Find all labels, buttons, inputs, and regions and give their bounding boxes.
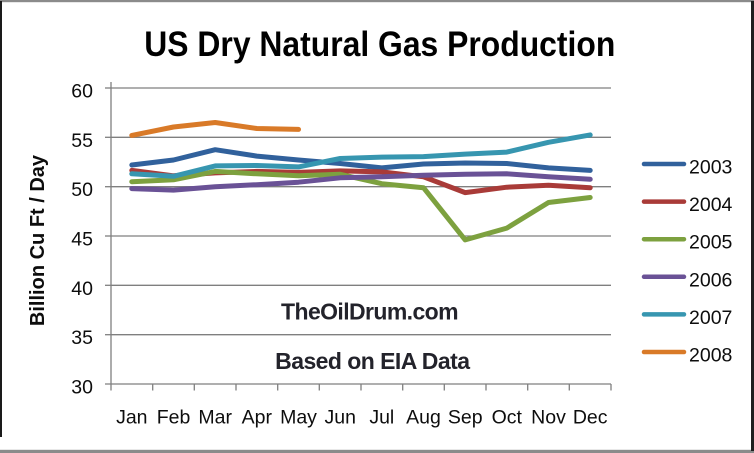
svg-text:Mar: Mar [198,407,232,429]
svg-text:2007: 2007 [689,307,732,329]
svg-text:Aug: Aug [406,407,441,429]
svg-text:US Dry Natural Gas Production: US Dry Natural Gas Production [144,24,615,64]
svg-text:TheOilDrum.com: TheOilDrum.com [281,299,458,325]
svg-text:2004: 2004 [689,194,733,216]
svg-text:Jul: Jul [369,407,394,429]
svg-text:Based on EIA Data: Based on EIA Data [275,348,470,374]
svg-text:Nov: Nov [531,407,566,429]
svg-text:40: 40 [71,278,93,300]
svg-text:2003: 2003 [689,157,732,179]
svg-text:Jan: Jan [116,407,147,429]
svg-text:30: 30 [71,377,93,399]
svg-text:2005: 2005 [689,232,733,254]
svg-text:2006: 2006 [689,269,732,291]
svg-text:Feb: Feb [157,407,191,429]
svg-text:Apr: Apr [242,407,273,429]
svg-text:2008: 2008 [689,345,732,367]
svg-text:Dec: Dec [573,407,608,429]
svg-text:55: 55 [71,130,93,152]
svg-text:45: 45 [71,229,93,251]
svg-text:Sep: Sep [448,407,483,429]
svg-text:35: 35 [71,327,93,349]
svg-text:50: 50 [71,179,93,201]
svg-text:Oct: Oct [492,407,523,429]
svg-text:Billion Cu Ft / Day: Billion Cu Ft / Day [27,154,49,326]
svg-text:60: 60 [71,81,93,103]
svg-text:May: May [280,407,317,429]
svg-text:Jun: Jun [324,407,355,429]
